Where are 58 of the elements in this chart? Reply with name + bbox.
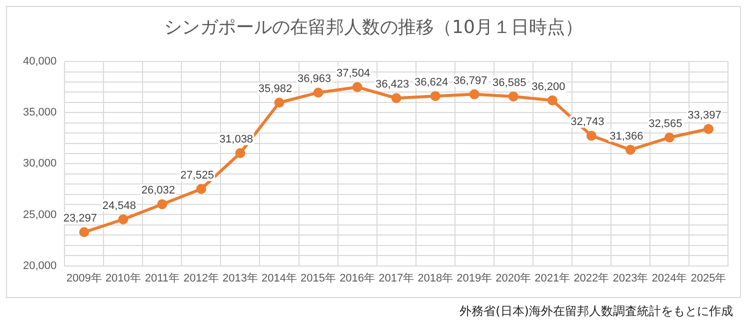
y-tick-label: 30,000 bbox=[22, 158, 57, 170]
data-label: 37,504 bbox=[336, 68, 370, 80]
point bbox=[469, 89, 480, 100]
y-tick-label: 35,000 bbox=[22, 106, 57, 119]
y-tick-label: 25,000 bbox=[22, 208, 57, 221]
x-tick-label: 2012年 bbox=[183, 272, 219, 284]
x-tick-label: 2025年 bbox=[690, 272, 726, 284]
text: 外務省(日本)海外在留邦人数調査統計をもとに作成 bbox=[460, 303, 733, 320]
x-tick-label: 2024年 bbox=[652, 272, 688, 284]
x-tick-label: 2016年 bbox=[340, 272, 376, 284]
point bbox=[703, 124, 714, 134]
y-tick-label: 20,000 bbox=[22, 260, 57, 272]
point bbox=[664, 132, 674, 143]
point bbox=[196, 184, 206, 194]
x-tick-label: 2015年 bbox=[300, 272, 336, 284]
data-label: 36,200 bbox=[532, 80, 566, 93]
data-label: 31,366 bbox=[610, 130, 644, 142]
data-label: 36,423 bbox=[375, 78, 410, 91]
x-tick-label: 2013年 bbox=[222, 272, 258, 284]
data-label: 31,038 bbox=[219, 134, 254, 146]
data-label: 36,797 bbox=[454, 74, 488, 87]
point bbox=[508, 91, 518, 102]
data-label: 36,585 bbox=[492, 77, 526, 89]
point bbox=[547, 95, 558, 106]
point bbox=[274, 98, 284, 108]
data-label: 33,397 bbox=[688, 110, 722, 122]
data-label: 32,743 bbox=[570, 116, 604, 128]
point bbox=[430, 91, 440, 102]
x-tick-label: 2010年 bbox=[105, 272, 141, 284]
point bbox=[235, 148, 246, 158]
point bbox=[352, 82, 362, 92]
data-label: 32,565 bbox=[648, 118, 682, 130]
point bbox=[586, 130, 596, 141]
point bbox=[118, 214, 128, 224]
data-label: 26,032 bbox=[141, 184, 176, 197]
x-tick-label: 2018年 bbox=[418, 272, 454, 284]
data-label: 23,297 bbox=[63, 212, 97, 225]
data-label: 27,525 bbox=[180, 170, 214, 182]
x-tick-label: 2011年 bbox=[144, 272, 180, 284]
y-tick-label: 40,000 bbox=[22, 56, 57, 68]
x-tick-label: 2019年 bbox=[456, 272, 492, 284]
x-tick-label: 2009年 bbox=[66, 272, 102, 284]
chart-title: シンガポールの在留邦人数の推移（10月１日時点） bbox=[163, 16, 584, 39]
data-label: 35,982 bbox=[258, 83, 292, 96]
point bbox=[157, 199, 168, 210]
point bbox=[79, 227, 90, 238]
x-tick-label: 2022年 bbox=[574, 272, 610, 284]
x-tick-label: 2014年 bbox=[262, 272, 297, 284]
x-tick-label: 2017年 bbox=[378, 272, 414, 284]
point bbox=[391, 93, 402, 104]
x-tick-label: 2021年 bbox=[534, 272, 570, 284]
data-label: 36,624 bbox=[414, 76, 448, 89]
x-tick-label: 2023年 bbox=[612, 272, 648, 284]
point bbox=[625, 144, 636, 155]
x-tick-label: 2020年 bbox=[496, 272, 532, 284]
data-label: 24,548 bbox=[102, 200, 136, 212]
data-label: 36,963 bbox=[297, 73, 332, 86]
point bbox=[313, 88, 324, 98]
